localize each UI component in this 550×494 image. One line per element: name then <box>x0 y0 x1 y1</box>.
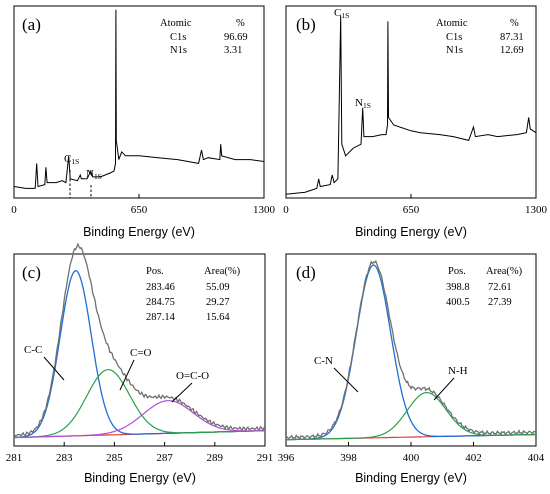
panel-b-x-tick-label: 1300 <box>525 204 548 216</box>
panel-b-label: (b) <box>296 15 316 34</box>
panel-c-table-pos-2: 284.75 <box>146 297 175 308</box>
panel-a-x-ticks: 0 650 1300 <box>11 194 276 216</box>
panel-d-table-pos-1: 398.8 <box>446 282 470 293</box>
panel-d-cn-pointer <box>333 367 359 393</box>
panel-c-table-pos-3: 287.14 <box>146 312 176 323</box>
panel-d-nh-peak-curve <box>285 392 536 441</box>
panel-b-x-axis-label: Binding Energy (eV) <box>355 225 467 239</box>
panel-b-table-c1s-label: C1s <box>446 32 462 43</box>
panel-a-x-tick-label: 1300 <box>253 204 276 216</box>
panel-a-table-header-1: Atomic <box>160 18 192 29</box>
panel-b-c1s-annotation: C1S <box>334 7 349 20</box>
panel-d-table-pos-2: 400.5 <box>446 297 470 308</box>
panel-c-frame <box>13 253 266 447</box>
panel-d-x-tick-label: 402 <box>465 452 482 464</box>
panel-c-oco-annotation: O=C-O <box>176 370 209 382</box>
panel-d-table-area-2: 27.39 <box>488 297 512 308</box>
panel-a-x-tick-label: 650 <box>131 204 148 216</box>
panel-a-x-tick-label: 0 <box>11 204 17 216</box>
panel-d-cn-annotation: C-N <box>314 355 333 367</box>
panel-a-table-n1s-label: N1s <box>170 45 187 56</box>
panel-c-table-header-1: Pos. <box>146 266 164 277</box>
panel-a-table-c1s-label: C1s <box>170 32 186 43</box>
panel-c-label: (c) <box>22 263 41 282</box>
panel-a-n1s-annotation: N1S <box>86 168 102 181</box>
panel-d: 396 398 400 402 404 (d) Pos. Area(%) 398.8 7… <box>278 253 545 485</box>
panel-d-table-area-1: 72.61 <box>488 282 512 293</box>
panel-c-cc-annotation: C-C <box>24 344 42 356</box>
panel-b-table-c1s-value: 87.31 <box>500 32 524 43</box>
panel-b-survey-line <box>285 15 537 195</box>
panel-b-x-tick-label: 0 <box>283 204 289 216</box>
panel-d-envelope-curve <box>285 259 537 441</box>
panel-c-co-annotation: C=O <box>130 347 152 359</box>
panel-c-x-tick-label: 289 <box>207 452 224 464</box>
panel-d-x-axis-label: Binding Energy (eV) <box>355 471 467 485</box>
panel-b-table-header-1: Atomic <box>436 18 468 29</box>
panel-c-envelope-curve <box>13 242 266 437</box>
panel-c-co-pointer <box>119 359 135 391</box>
panel-a-survey-line <box>13 9 265 189</box>
panel-c-oco-peak-curve <box>13 400 265 439</box>
panel-d-nh-pointer <box>433 377 455 401</box>
panel-b-table-n1s-label: N1s <box>446 45 463 56</box>
panel-b-table-n1s-value: 12.69 <box>500 45 524 56</box>
panel-c-co-peak-curve <box>14 369 266 439</box>
panel-b-x-ticks: 0 650 1300 <box>283 194 548 216</box>
panel-a: 0 650 1300 (a) Atomic % C1s 96.69 N1s 3.31… <box>11 5 276 239</box>
panel-d-x-tick-label: 400 <box>403 452 420 464</box>
panel-d-x-tick-label: 398 <box>340 452 357 464</box>
panel-a-table-c1s-value: 96.69 <box>224 32 248 43</box>
panel-b-table-header-2: % <box>510 18 519 29</box>
panel-a-x-axis-label: Binding Energy (eV) <box>83 225 195 239</box>
panel-c-table-pos-1: 283.46 <box>146 282 175 293</box>
panel-c-x-tick-label: 287 <box>156 452 173 464</box>
panel-a-table-header-2: % <box>236 18 245 29</box>
panel-c-x-tick-label: 285 <box>106 452 123 464</box>
panel-d-label: (d) <box>296 263 316 282</box>
panel-c-x-axis-label: Binding Energy (eV) <box>84 471 196 485</box>
panel-c-table-area-2: 29.27 <box>206 297 230 308</box>
panel-d-nh-annotation: N-H <box>448 365 468 377</box>
panel-c-x-ticks: 281 283 285 287 289 291 <box>6 442 274 464</box>
panel-b: 0 650 1300 (b) Atomic % C1s 87.31 N1s 12.6… <box>283 5 548 239</box>
panel-c-table-area-3: 15.64 <box>206 312 230 323</box>
panel-b-n1s-annotation: N1S <box>355 97 371 110</box>
panel-c-cc-pointer <box>43 356 65 381</box>
panel-a-table-n1s-value: 3.31 <box>224 45 242 56</box>
panel-b-frame <box>285 5 537 199</box>
panel-a-label: (a) <box>22 15 41 34</box>
panel-d-table-header-2: Area(%) <box>486 266 523 277</box>
panel-d-x-ticks: 396 398 400 402 404 <box>278 442 545 464</box>
panel-d-table-header-1: Pos. <box>448 266 466 277</box>
panel-c: 281 283 285 287 289 291 (c) Pos. Area(%) 283.… <box>6 242 274 485</box>
panel-c-oco-pointer <box>171 382 193 403</box>
panel-b-x-tick-label: 650 <box>403 204 420 216</box>
panel-c-table-header-2: Area(%) <box>204 266 241 277</box>
panel-c-table-area-1: 55.09 <box>206 282 230 293</box>
panel-c-x-tick-label: 283 <box>56 452 73 464</box>
panel-a-c1s-annotation: C1S <box>64 153 79 166</box>
panel-c-x-tick-label: 291 <box>257 452 274 464</box>
panel-d-x-tick-label: 396 <box>278 452 295 464</box>
panel-c-x-tick-label: 281 <box>6 452 23 464</box>
panel-d-x-tick-label: 404 <box>528 452 545 464</box>
